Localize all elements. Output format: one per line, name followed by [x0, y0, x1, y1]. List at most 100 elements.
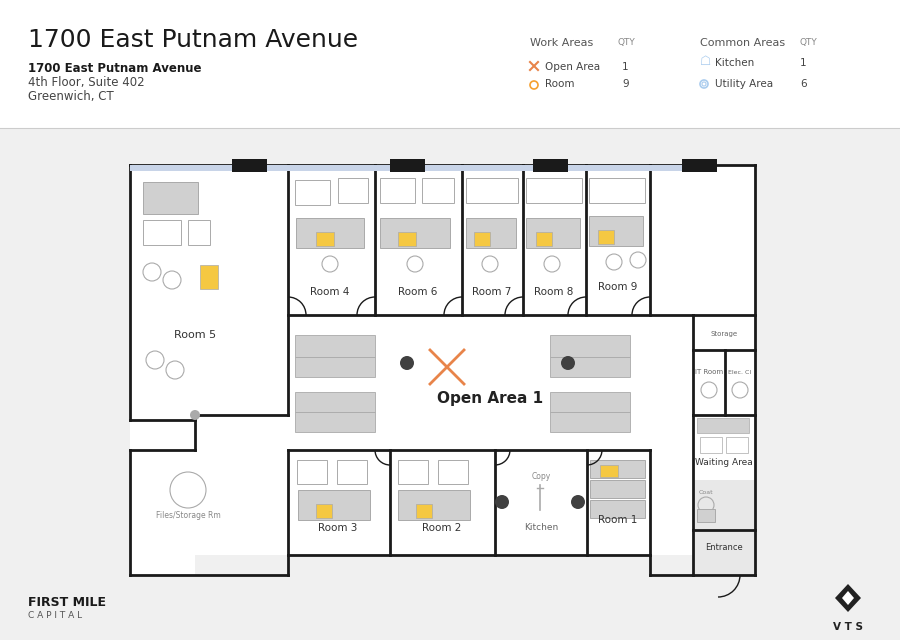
Text: Room 4: Room 4: [310, 287, 350, 297]
Text: Coat: Coat: [698, 490, 714, 495]
Bar: [550, 412, 630, 432]
Bar: [466, 218, 516, 248]
Text: 4th Floor, Suite 402: 4th Floor, Suite 402: [28, 76, 145, 89]
Bar: [533, 159, 568, 172]
Text: 6: 6: [800, 79, 806, 89]
Text: Open Area: Open Area: [545, 62, 600, 72]
Circle shape: [544, 256, 560, 272]
Text: Room 8: Room 8: [535, 287, 573, 297]
Bar: [589, 178, 645, 203]
Circle shape: [407, 256, 423, 272]
Text: ☖: ☖: [700, 55, 711, 68]
Circle shape: [495, 495, 509, 509]
Bar: [296, 218, 364, 248]
Bar: [200, 265, 218, 289]
Bar: [380, 218, 450, 248]
Bar: [600, 465, 618, 477]
Bar: [697, 509, 715, 522]
Bar: [550, 335, 630, 357]
Bar: [338, 178, 368, 203]
Text: IT Room: IT Room: [695, 369, 723, 375]
Text: Utility Area: Utility Area: [715, 79, 773, 89]
Text: Kitchen: Kitchen: [524, 524, 558, 532]
Bar: [295, 335, 375, 357]
Text: 1700 East Putnam Avenue: 1700 East Putnam Avenue: [28, 28, 358, 52]
Bar: [550, 392, 630, 412]
Bar: [682, 159, 717, 172]
Text: Open Area 1: Open Area 1: [436, 390, 543, 406]
Text: Copy: Copy: [531, 472, 551, 481]
Text: Elec. Cl: Elec. Cl: [728, 369, 752, 374]
Text: Room 1: Room 1: [598, 515, 638, 525]
Circle shape: [571, 495, 585, 509]
Bar: [295, 357, 375, 377]
Text: 1: 1: [622, 62, 628, 72]
Bar: [725, 350, 755, 415]
Bar: [297, 460, 327, 484]
Bar: [416, 504, 432, 518]
Bar: [188, 220, 210, 245]
Bar: [693, 165, 755, 480]
Text: FIRST MILE: FIRST MILE: [28, 596, 106, 609]
Circle shape: [143, 263, 161, 281]
Circle shape: [322, 256, 338, 272]
Circle shape: [146, 351, 164, 369]
Bar: [693, 350, 725, 415]
Text: QTY: QTY: [618, 38, 635, 47]
Bar: [598, 230, 614, 244]
Text: Room 9: Room 9: [598, 282, 638, 292]
Circle shape: [166, 361, 184, 379]
Bar: [390, 159, 425, 172]
Text: 1700 East Putnam Avenue: 1700 East Putnam Avenue: [28, 62, 202, 75]
Text: Storage: Storage: [710, 331, 738, 337]
Bar: [295, 180, 330, 205]
Bar: [398, 460, 428, 484]
Bar: [474, 232, 490, 246]
Circle shape: [482, 256, 498, 272]
Bar: [0, 0, 900, 128]
Bar: [295, 392, 375, 412]
Bar: [143, 182, 198, 214]
Text: Room 5: Room 5: [174, 330, 216, 340]
Bar: [337, 460, 367, 484]
Bar: [438, 460, 468, 484]
Bar: [130, 165, 693, 171]
Bar: [550, 357, 630, 377]
Bar: [693, 415, 755, 575]
Text: Waiting Area: Waiting Area: [695, 458, 753, 467]
Text: Room 3: Room 3: [319, 523, 357, 533]
Text: Entrance: Entrance: [705, 543, 742, 552]
Bar: [536, 232, 552, 246]
Text: Work Areas: Work Areas: [530, 38, 593, 48]
Text: Greenwich, CT: Greenwich, CT: [28, 90, 113, 103]
Text: QTY: QTY: [800, 38, 818, 47]
Bar: [288, 450, 650, 555]
Polygon shape: [835, 584, 861, 612]
Text: Kitchen: Kitchen: [715, 58, 754, 68]
Bar: [232, 159, 267, 172]
Bar: [0, 128, 900, 640]
Text: Common Areas: Common Areas: [700, 38, 785, 48]
Polygon shape: [842, 591, 854, 605]
Circle shape: [630, 252, 646, 268]
Circle shape: [163, 271, 181, 289]
Bar: [590, 480, 645, 498]
Bar: [697, 418, 749, 433]
Text: Files/Storage Rm: Files/Storage Rm: [156, 511, 220, 520]
Text: 1: 1: [800, 58, 806, 68]
Bar: [143, 220, 181, 245]
Bar: [589, 216, 643, 246]
Bar: [380, 178, 415, 203]
Text: Room 2: Room 2: [422, 523, 462, 533]
Bar: [526, 218, 580, 248]
Bar: [298, 490, 370, 520]
Circle shape: [190, 410, 200, 420]
Bar: [316, 232, 334, 246]
Text: C A P I T A L: C A P I T A L: [28, 611, 82, 620]
Text: Room: Room: [545, 79, 574, 89]
Bar: [130, 165, 693, 555]
Bar: [316, 504, 332, 518]
Bar: [590, 460, 645, 478]
Circle shape: [606, 254, 622, 270]
Text: V T S: V T S: [833, 622, 863, 632]
